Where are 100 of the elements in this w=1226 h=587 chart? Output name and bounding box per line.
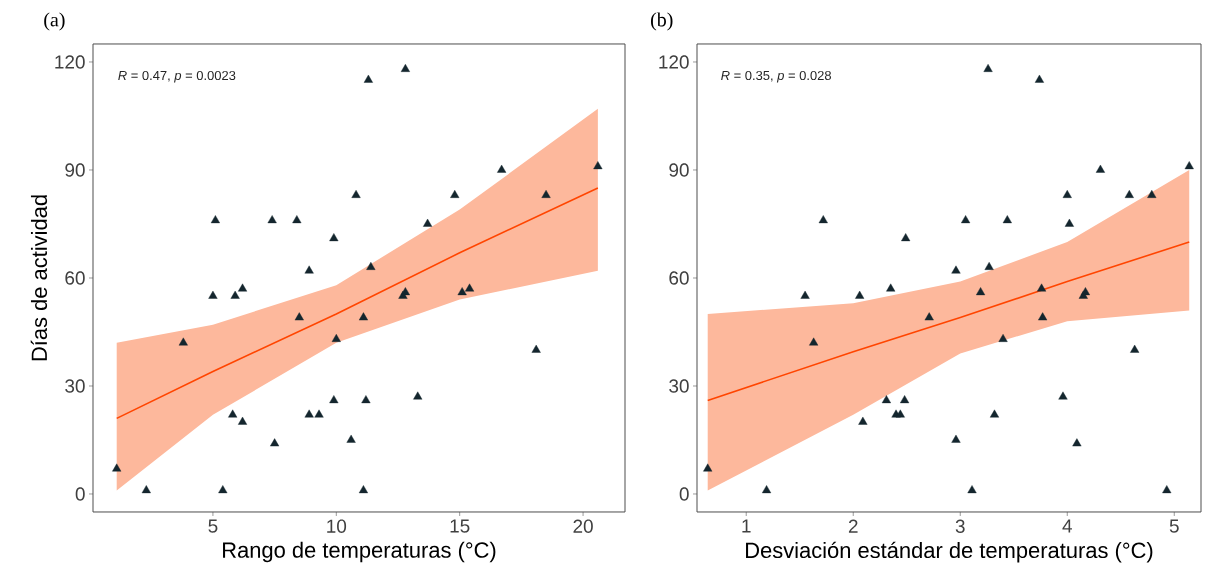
y-tick-label: 60 [65,271,85,285]
y-tick-label: 0 [679,487,689,501]
y-tick-label: 120 [55,55,85,69]
point [967,485,977,494]
point [294,312,304,321]
x-tick-label: 2 [848,519,858,533]
point [141,485,151,494]
point [1184,161,1194,170]
y-tick-label: 120 [659,55,689,69]
point [1147,189,1157,198]
y-tick-label: 90 [669,163,689,177]
point [366,261,376,270]
point [951,434,961,443]
line-series [706,241,1191,402]
point [1034,74,1044,83]
y-tick-label: 60 [669,271,689,285]
point [1058,391,1068,400]
x-tick-label: 10 [327,519,347,533]
chart-title: (a) [44,12,65,31]
point [304,409,314,418]
point [178,337,188,346]
point [329,395,339,404]
point [1064,218,1074,227]
point [1124,189,1134,198]
point [1095,164,1105,173]
y-tick-label: 30 [65,379,85,393]
point [351,189,361,198]
point [218,485,228,494]
chart-title: (b) [651,12,673,31]
point [238,283,248,292]
point [984,261,994,270]
point [895,409,905,418]
point [1130,344,1140,353]
point [465,283,475,292]
point [497,164,507,173]
point [1002,215,1012,224]
point [450,189,460,198]
point [593,161,603,170]
x-tick-label: 1 [742,519,751,533]
point [881,395,891,404]
y-tick-label: 90 [65,163,85,177]
point [314,409,324,418]
point [858,416,868,425]
x-tick-label: 3 [955,519,965,533]
point [230,290,240,299]
point [1162,485,1172,494]
x-axis-title: Desviación estándar de temperaturas (°C) [746,541,1153,563]
point [210,215,220,224]
y-axis-title: Días de actividad [30,195,48,361]
point [304,265,314,274]
point [423,218,433,227]
point [983,63,993,72]
point [961,215,971,224]
point [112,463,122,472]
y-tick-label: 30 [669,379,689,393]
point [924,312,934,321]
point [886,283,896,292]
point [238,416,248,425]
point [818,215,828,224]
point [331,333,341,342]
point [267,215,277,224]
point [208,290,218,299]
point [329,233,339,242]
point [361,395,371,404]
point [951,265,961,274]
point [762,485,772,494]
x-tick-label: 5 [1169,519,1179,533]
x-tick-label: 5 [208,519,218,533]
point [1072,438,1082,447]
x-tick-label: 15 [450,519,470,533]
point [1038,312,1048,321]
x-tick-label: 4 [1062,519,1072,533]
point [400,63,410,72]
point [363,74,373,83]
x-tick-label: 20 [573,519,593,533]
point [228,409,238,418]
annotation: R = 0.47, p = 0.0023 [118,70,236,83]
point [270,438,280,447]
point [1062,189,1072,198]
point [358,312,368,321]
x-axis-title: Rango de temperaturas (°C) [223,541,496,563]
point [346,434,356,443]
annotation: R = 0.35, p = 0.028 [721,70,831,83]
point [292,215,302,224]
point [457,287,467,296]
point [541,189,551,198]
y-tick-label: 0 [75,487,85,501]
point [413,391,423,400]
point [1037,283,1047,292]
point [998,333,1008,342]
point [531,344,541,353]
point [358,485,368,494]
point [855,290,865,299]
point [976,287,986,296]
point [800,290,810,299]
point [901,233,911,242]
point [809,337,819,346]
line-series [115,187,599,420]
point [703,463,713,472]
point [900,395,910,404]
